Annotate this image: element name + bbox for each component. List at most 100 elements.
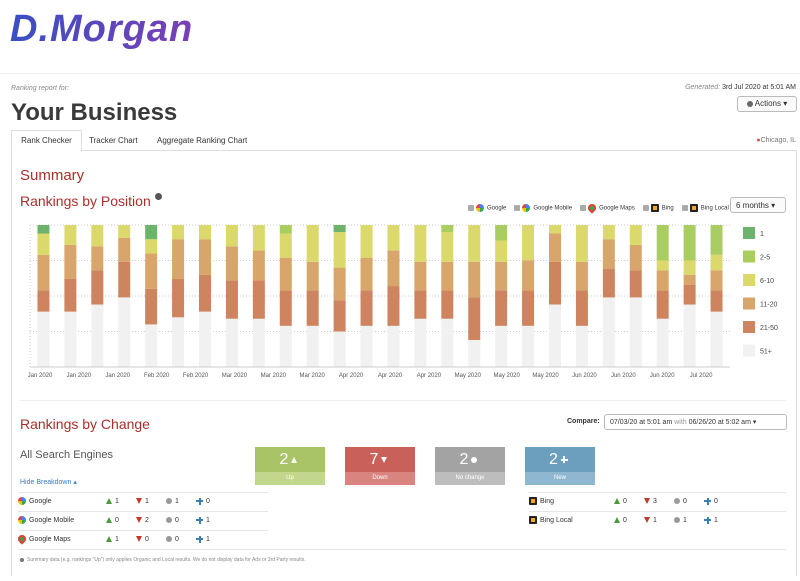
metric-icon (136, 498, 142, 505)
engine-name: Google Mobile (29, 517, 75, 524)
bar-segment (602, 297, 615, 367)
checkbox[interactable] (681, 205, 688, 211)
x-tick-label: May 2020 (455, 373, 482, 379)
bar-segment (64, 311, 77, 367)
legend-swatch (743, 250, 755, 263)
bar-segment (602, 239, 615, 270)
bar-segment (522, 225, 535, 261)
box-label: No change (435, 472, 505, 485)
bar-segment (441, 225, 454, 233)
metric: 1 (674, 512, 704, 530)
bar-segment (602, 225, 615, 240)
breakdown-row: Bing 0 3 0 0 (529, 492, 786, 511)
x-tick-label: Apr 2020 (417, 373, 442, 379)
box-top: 2 (525, 447, 595, 472)
metric-icon (614, 517, 620, 524)
filter[interactable]: Google Maps (580, 202, 635, 214)
metric: 1 (704, 512, 734, 530)
bar-segment (37, 290, 50, 312)
filter[interactable]: Bing (642, 204, 674, 212)
metric-icon (166, 517, 172, 524)
filter-label: Bing Local (700, 205, 729, 211)
bar-segment (549, 225, 561, 234)
tab-active[interactable]: Rank Checker (11, 130, 82, 152)
metric: 0 (106, 512, 136, 530)
metric-value: 0 (206, 498, 210, 505)
logo[interactable]: D.Morgan (10, 8, 194, 50)
box-icon (471, 456, 478, 463)
x-tick-label: Jan 2020 (105, 373, 130, 379)
bar-segment (683, 274, 696, 285)
bar-segment (172, 278, 185, 318)
bar-segment (64, 225, 77, 245)
engine-filters: Google Google Mobile Google Maps Bing Bing L… (468, 202, 737, 214)
bar-segment (91, 225, 104, 247)
engine-icon (18, 497, 26, 506)
bar-segment (656, 225, 669, 261)
filter[interactable]: Google Mobile (514, 204, 572, 212)
hide-breakdown[interactable]: Hide Breakdown ▴ (20, 479, 77, 486)
legend-label: 21-50 (760, 325, 778, 332)
bar-segment (441, 290, 454, 319)
metric: 0 (166, 531, 196, 549)
bar-segment (656, 270, 669, 291)
bar-segment (387, 286, 400, 326)
breakdown-frame (18, 492, 786, 550)
box-label: Down (345, 472, 415, 485)
checkbox[interactable] (580, 205, 587, 211)
pin: ● (756, 137, 761, 144)
metric: 3 (644, 493, 674, 511)
metric-value: 1 (175, 498, 179, 505)
divider (0, 73, 800, 74)
legend-label: 1 (760, 231, 764, 238)
metric-icon (136, 536, 142, 543)
filter[interactable]: Google (468, 204, 506, 212)
tab[interactable]: Aggregate Ranking Chart (157, 136, 248, 145)
change-box[interactable]: 2 Up (255, 447, 325, 485)
metric-icon (166, 536, 172, 543)
bar-segment (575, 325, 588, 367)
actions-button[interactable]: Actions ▾ (737, 96, 797, 112)
change-box[interactable]: 2 New (525, 447, 595, 485)
bar-segment (602, 269, 615, 298)
metric: 0 (614, 512, 644, 530)
metric: 0 (614, 493, 644, 511)
metric-icon (196, 497, 203, 505)
bar-segment (522, 260, 535, 291)
filter[interactable]: Bing Local (681, 204, 729, 212)
info-icon[interactable] (154, 193, 162, 200)
bar-segment (710, 311, 723, 367)
bar-segment (387, 325, 400, 367)
metric-icon (704, 516, 711, 524)
metric: 0 (196, 493, 226, 511)
range-select[interactable]: 6 months ▾ (730, 197, 786, 213)
metric-value: 0 (714, 498, 718, 505)
metric-icon (106, 517, 112, 524)
change-box[interactable]: 7 Down (345, 447, 415, 485)
checkbox[interactable] (514, 205, 521, 211)
metric-value: 1 (683, 517, 687, 524)
engine-icon (586, 202, 598, 214)
bar-segment (656, 318, 669, 367)
engine-icon (529, 516, 537, 525)
checkbox[interactable] (468, 205, 474, 211)
box-top: 7 (345, 447, 415, 472)
engine-icon (689, 204, 698, 212)
bar-segment (360, 257, 373, 291)
change-box[interactable]: 2 No change (435, 447, 505, 485)
compare-select[interactable]: 07/03/20 at 5:01 am with 06/26/20 at 5:0… (604, 414, 787, 430)
hide-text[interactable]: Hide Breakdown (20, 479, 72, 486)
bar-segment (118, 225, 131, 238)
compare-to: 06/26/20 at 5:02 am (688, 419, 751, 426)
range-label: 6 months (736, 201, 769, 210)
change-title: Rankings by Change (20, 416, 150, 432)
breakdown-left: Google 1 1 1 0 Google Mobile 0 2 0 1 Google Maps 1 0… (16, 492, 268, 549)
bar-segment (495, 325, 508, 367)
bar-segment (279, 325, 292, 367)
checkbox[interactable] (642, 205, 649, 211)
bar-segment (387, 225, 400, 251)
metric-icon (136, 517, 142, 524)
bar-segment (468, 225, 481, 262)
bar-segment (683, 225, 696, 261)
tab[interactable]: Tracker Chart (89, 136, 138, 145)
